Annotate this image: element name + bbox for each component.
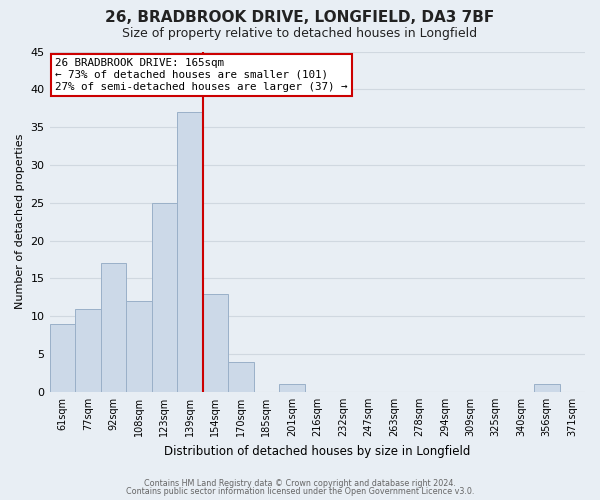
Bar (279, 384, 305, 392)
Y-axis label: Number of detached properties: Number of detached properties (15, 134, 25, 310)
Bar (126, 301, 152, 392)
Text: Contains HM Land Registry data © Crown copyright and database right 2024.: Contains HM Land Registry data © Crown c… (144, 478, 456, 488)
Bar (152, 203, 177, 392)
Bar (534, 384, 560, 392)
Bar (50, 324, 75, 392)
Bar (101, 264, 126, 392)
Bar (203, 294, 228, 392)
X-axis label: Distribution of detached houses by size in Longfield: Distribution of detached houses by size … (164, 444, 470, 458)
Text: 26, BRADBROOK DRIVE, LONGFIELD, DA3 7BF: 26, BRADBROOK DRIVE, LONGFIELD, DA3 7BF (106, 10, 494, 25)
Bar (75, 308, 101, 392)
Text: Contains public sector information licensed under the Open Government Licence v3: Contains public sector information licen… (126, 487, 474, 496)
Text: Size of property relative to detached houses in Longfield: Size of property relative to detached ho… (122, 28, 478, 40)
Bar (228, 362, 254, 392)
Bar (177, 112, 203, 392)
Text: 26 BRADBROOK DRIVE: 165sqm
← 73% of detached houses are smaller (101)
27% of sem: 26 BRADBROOK DRIVE: 165sqm ← 73% of deta… (55, 58, 347, 92)
